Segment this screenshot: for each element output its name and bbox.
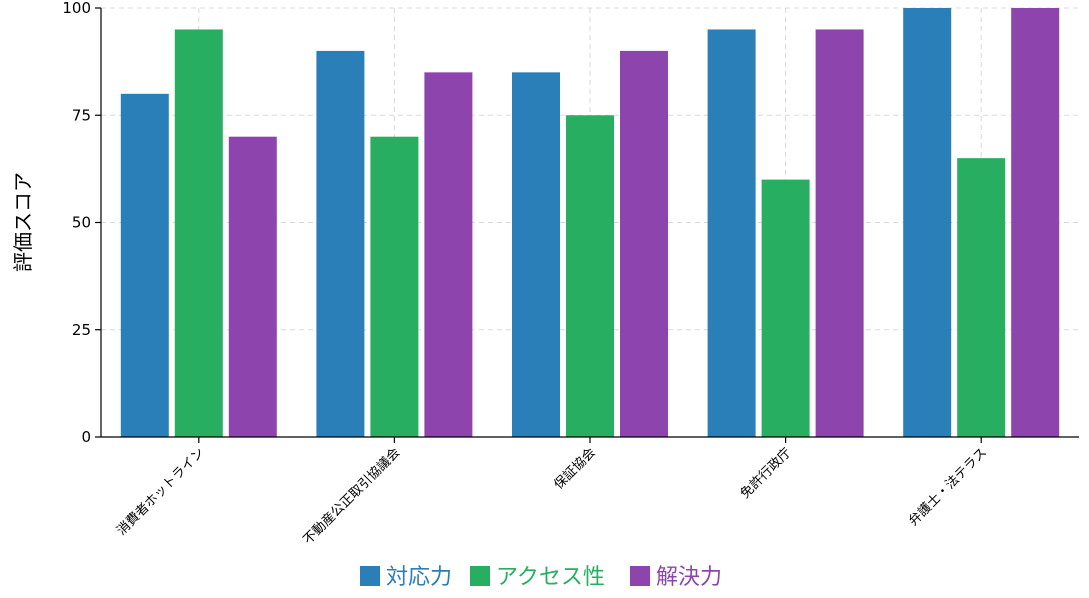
legend-swatch <box>470 566 490 586</box>
x-tick-label: 弁護士・法テラス <box>905 445 990 530</box>
bar <box>707 29 756 437</box>
y-tick-label: 25 <box>72 321 91 339</box>
y-tick-label: 100 <box>62 0 91 17</box>
legend: 対応力 アクセス性 解決力 <box>360 565 722 590</box>
legend-swatch <box>360 566 380 586</box>
bar <box>957 158 1006 437</box>
bar <box>815 29 864 437</box>
legend-swatch <box>630 566 650 586</box>
bar <box>316 50 365 438</box>
x-tick-label: 消費者ホットライン <box>114 445 207 538</box>
y-tick-label: 50 <box>72 214 91 232</box>
y-tick-label: 0 <box>81 428 91 446</box>
x-tick-label: 免許行政庁 <box>738 445 795 502</box>
bar <box>174 29 223 437</box>
bar <box>761 179 810 437</box>
bar <box>370 136 419 437</box>
bar <box>512 72 560 437</box>
legend-label: アクセス性 <box>496 565 605 590</box>
x-tick-label: 不動産公正取引協議会 <box>300 445 403 548</box>
legend-label: 対応力 <box>386 565 452 590</box>
bar <box>120 93 169 438</box>
y-axis-label: 評価スコア <box>11 172 35 272</box>
bars-layer <box>120 8 1060 438</box>
bar <box>903 8 952 437</box>
y-tick-label: 75 <box>72 106 91 124</box>
bar <box>1011 8 1060 437</box>
legend-label: 解決力 <box>656 565 722 590</box>
bar <box>566 115 614 437</box>
bar <box>620 50 668 438</box>
bar <box>228 136 277 437</box>
bar <box>424 72 473 437</box>
x-tick-label: 保証協会 <box>551 445 598 492</box>
